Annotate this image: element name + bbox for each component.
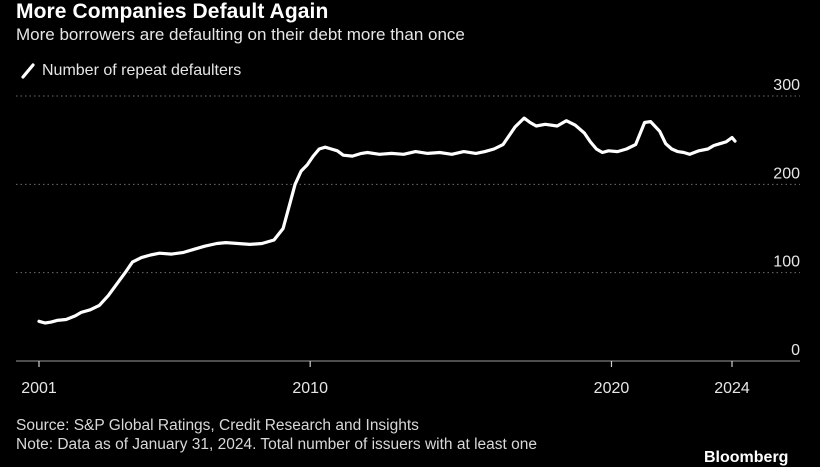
y-tick-label-200: 200 [773,165,800,182]
series-line-repeat-defaulters [37,116,737,325]
bloomberg-logo: Bloomberg [704,449,789,466]
x-tick-label-2001: 2001 [21,380,57,397]
x-tick-label-2020: 2020 [594,380,630,397]
legend-line-swatch-icon [21,63,35,79]
source-note: Source: S&P Global Ratings, Credit Resea… [16,417,419,434]
x-tick-label-2024: 2024 [714,380,750,397]
y-tick-label-0: 0 [791,342,800,359]
chart-title: More Companies Default Again [16,0,329,23]
y-tick-label-300: 300 [773,77,800,94]
data-note: Note: Data as of January 31, 2024. Total… [16,436,537,453]
legend: Number of repeat defaulters [20,62,241,80]
chart-subtitle: More borrowers are defaulting on their d… [16,25,465,44]
x-tick-label-2010: 2010 [292,380,328,397]
y-tick-label-100: 100 [773,254,800,271]
legend-label: Number of repeat defaulters [42,62,242,79]
